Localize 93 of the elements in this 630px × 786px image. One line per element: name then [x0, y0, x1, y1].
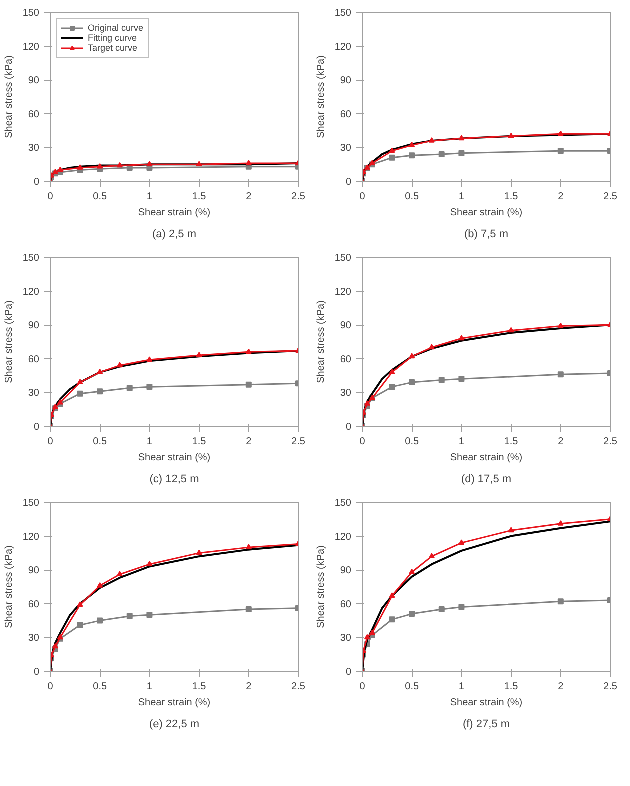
y-tick-label: 0: [346, 422, 352, 433]
y-axis-title: Shear stress (kPa): [4, 56, 15, 138]
y-tick-label: 0: [346, 177, 352, 188]
x-tick-label: 1.5: [192, 192, 207, 202]
x-tick-label: 0.5: [93, 436, 108, 448]
x-axis-title: Shear strain (%): [450, 208, 523, 218]
y-tick-label: 60: [28, 354, 40, 366]
y-tick-label: 150: [22, 8, 40, 19]
x-axis-title: Shear strain (%): [138, 452, 211, 464]
x-tick-label: 1: [146, 682, 153, 692]
y-tick-label: 150: [334, 253, 352, 264]
x-tick-label: 2: [558, 192, 564, 202]
y-tick-label: 120: [22, 42, 40, 53]
legend-label: Target curve: [88, 43, 138, 53]
y-tick-label: 150: [334, 498, 352, 509]
y-tick-label: 60: [28, 599, 40, 610]
x-axis-title: Shear strain (%): [450, 698, 523, 708]
y-tick-label: 30: [340, 143, 352, 154]
y-tick-label: 90: [28, 76, 40, 87]
x-tick-label: 0: [360, 436, 366, 448]
y-tick-label: 120: [334, 532, 352, 543]
y-tick-label: 120: [22, 286, 40, 298]
x-tick-label: 1: [146, 436, 153, 448]
y-tick-label: 150: [22, 253, 40, 264]
x-tick-label: 2.5: [292, 192, 306, 202]
y-tick-label: 90: [340, 76, 352, 87]
x-tick-label: 1: [458, 436, 465, 448]
x-tick-label: 1.5: [504, 682, 519, 692]
y-tick-label: 30: [340, 388, 352, 400]
y-tick-label: 60: [340, 109, 352, 120]
x-tick-label: 0: [48, 192, 54, 202]
y-tick-label: 90: [28, 566, 40, 577]
y-tick-label: 30: [340, 633, 352, 644]
text: (f) 27,5 m: [462, 718, 510, 730]
y-tick-label: 60: [340, 599, 352, 610]
y-axis-title: Shear stress (kPa): [316, 300, 327, 384]
y-tick-label: 0: [34, 667, 40, 678]
y-axis-title: Shear stress (kPa): [316, 56, 327, 138]
y-tick-label: 0: [34, 177, 40, 188]
y-tick-label: 90: [340, 566, 352, 577]
text: (c) 12,5 m: [150, 474, 200, 486]
x-tick-label: 0.5: [405, 192, 420, 202]
x-tick-label: 0.5: [405, 436, 420, 448]
x-tick-label: 1.5: [504, 192, 519, 202]
y-axis-title: Shear stress (kPa): [4, 546, 15, 628]
legend-label: Original curve: [88, 23, 144, 33]
x-tick-label: 1: [458, 192, 465, 202]
y-tick-label: 120: [334, 286, 352, 298]
x-tick-label: 2.5: [604, 192, 618, 202]
y-tick-label: 90: [28, 320, 40, 332]
y-tick-label: 0: [346, 667, 352, 678]
x-tick-label: 1: [146, 192, 153, 202]
x-tick-label: 2.5: [604, 682, 618, 692]
y-axis-title: Shear stress (kPa): [4, 300, 15, 384]
x-tick-label: 2: [558, 682, 564, 692]
x-tick-label: 2: [246, 192, 252, 202]
text: (e) 22,5 m: [149, 718, 200, 730]
text: (b) 7,5 m: [464, 228, 509, 240]
x-axis-title: Shear strain (%): [138, 698, 211, 708]
x-tick-label: 0.5: [93, 682, 108, 692]
x-tick-label: 2.5: [292, 436, 306, 448]
x-tick-label: 0: [48, 682, 54, 692]
legend-label: Fitting curve: [88, 33, 138, 43]
x-tick-label: 2.5: [604, 436, 618, 448]
x-tick-label: 2: [246, 436, 252, 448]
x-tick-label: 0: [48, 436, 54, 448]
x-tick-label: 0.5: [93, 192, 108, 202]
x-tick-label: 2.5: [292, 682, 306, 692]
x-tick-label: 2: [246, 682, 252, 692]
y-tick-label: 90: [340, 320, 352, 332]
y-tick-label: 60: [340, 354, 352, 366]
text: (a) 2,5 m: [152, 228, 197, 240]
x-tick-label: 1.5: [504, 436, 519, 448]
x-axis-title: Shear strain (%): [138, 208, 211, 218]
y-tick-label: 120: [334, 42, 352, 53]
text: (d) 17,5 m: [461, 474, 512, 486]
y-tick-label: 150: [334, 8, 352, 19]
y-tick-label: 120: [22, 532, 40, 543]
x-tick-label: 0.5: [405, 682, 420, 692]
x-tick-label: 0: [360, 192, 366, 202]
y-tick-label: 30: [28, 143, 40, 154]
y-axis-title: Shear stress (kPa): [316, 546, 327, 628]
x-tick-label: 2: [558, 436, 564, 448]
x-axis-title: Shear strain (%): [450, 452, 523, 464]
x-tick-label: 1: [458, 682, 465, 692]
y-tick-label: 60: [28, 109, 40, 120]
y-tick-label: 30: [28, 633, 40, 644]
x-tick-label: 1.5: [192, 682, 207, 692]
y-tick-label: 150: [22, 498, 40, 509]
x-tick-label: 0: [360, 682, 366, 692]
y-tick-label: 0: [34, 422, 40, 433]
x-tick-label: 1.5: [192, 436, 207, 448]
y-tick-label: 30: [28, 388, 40, 400]
